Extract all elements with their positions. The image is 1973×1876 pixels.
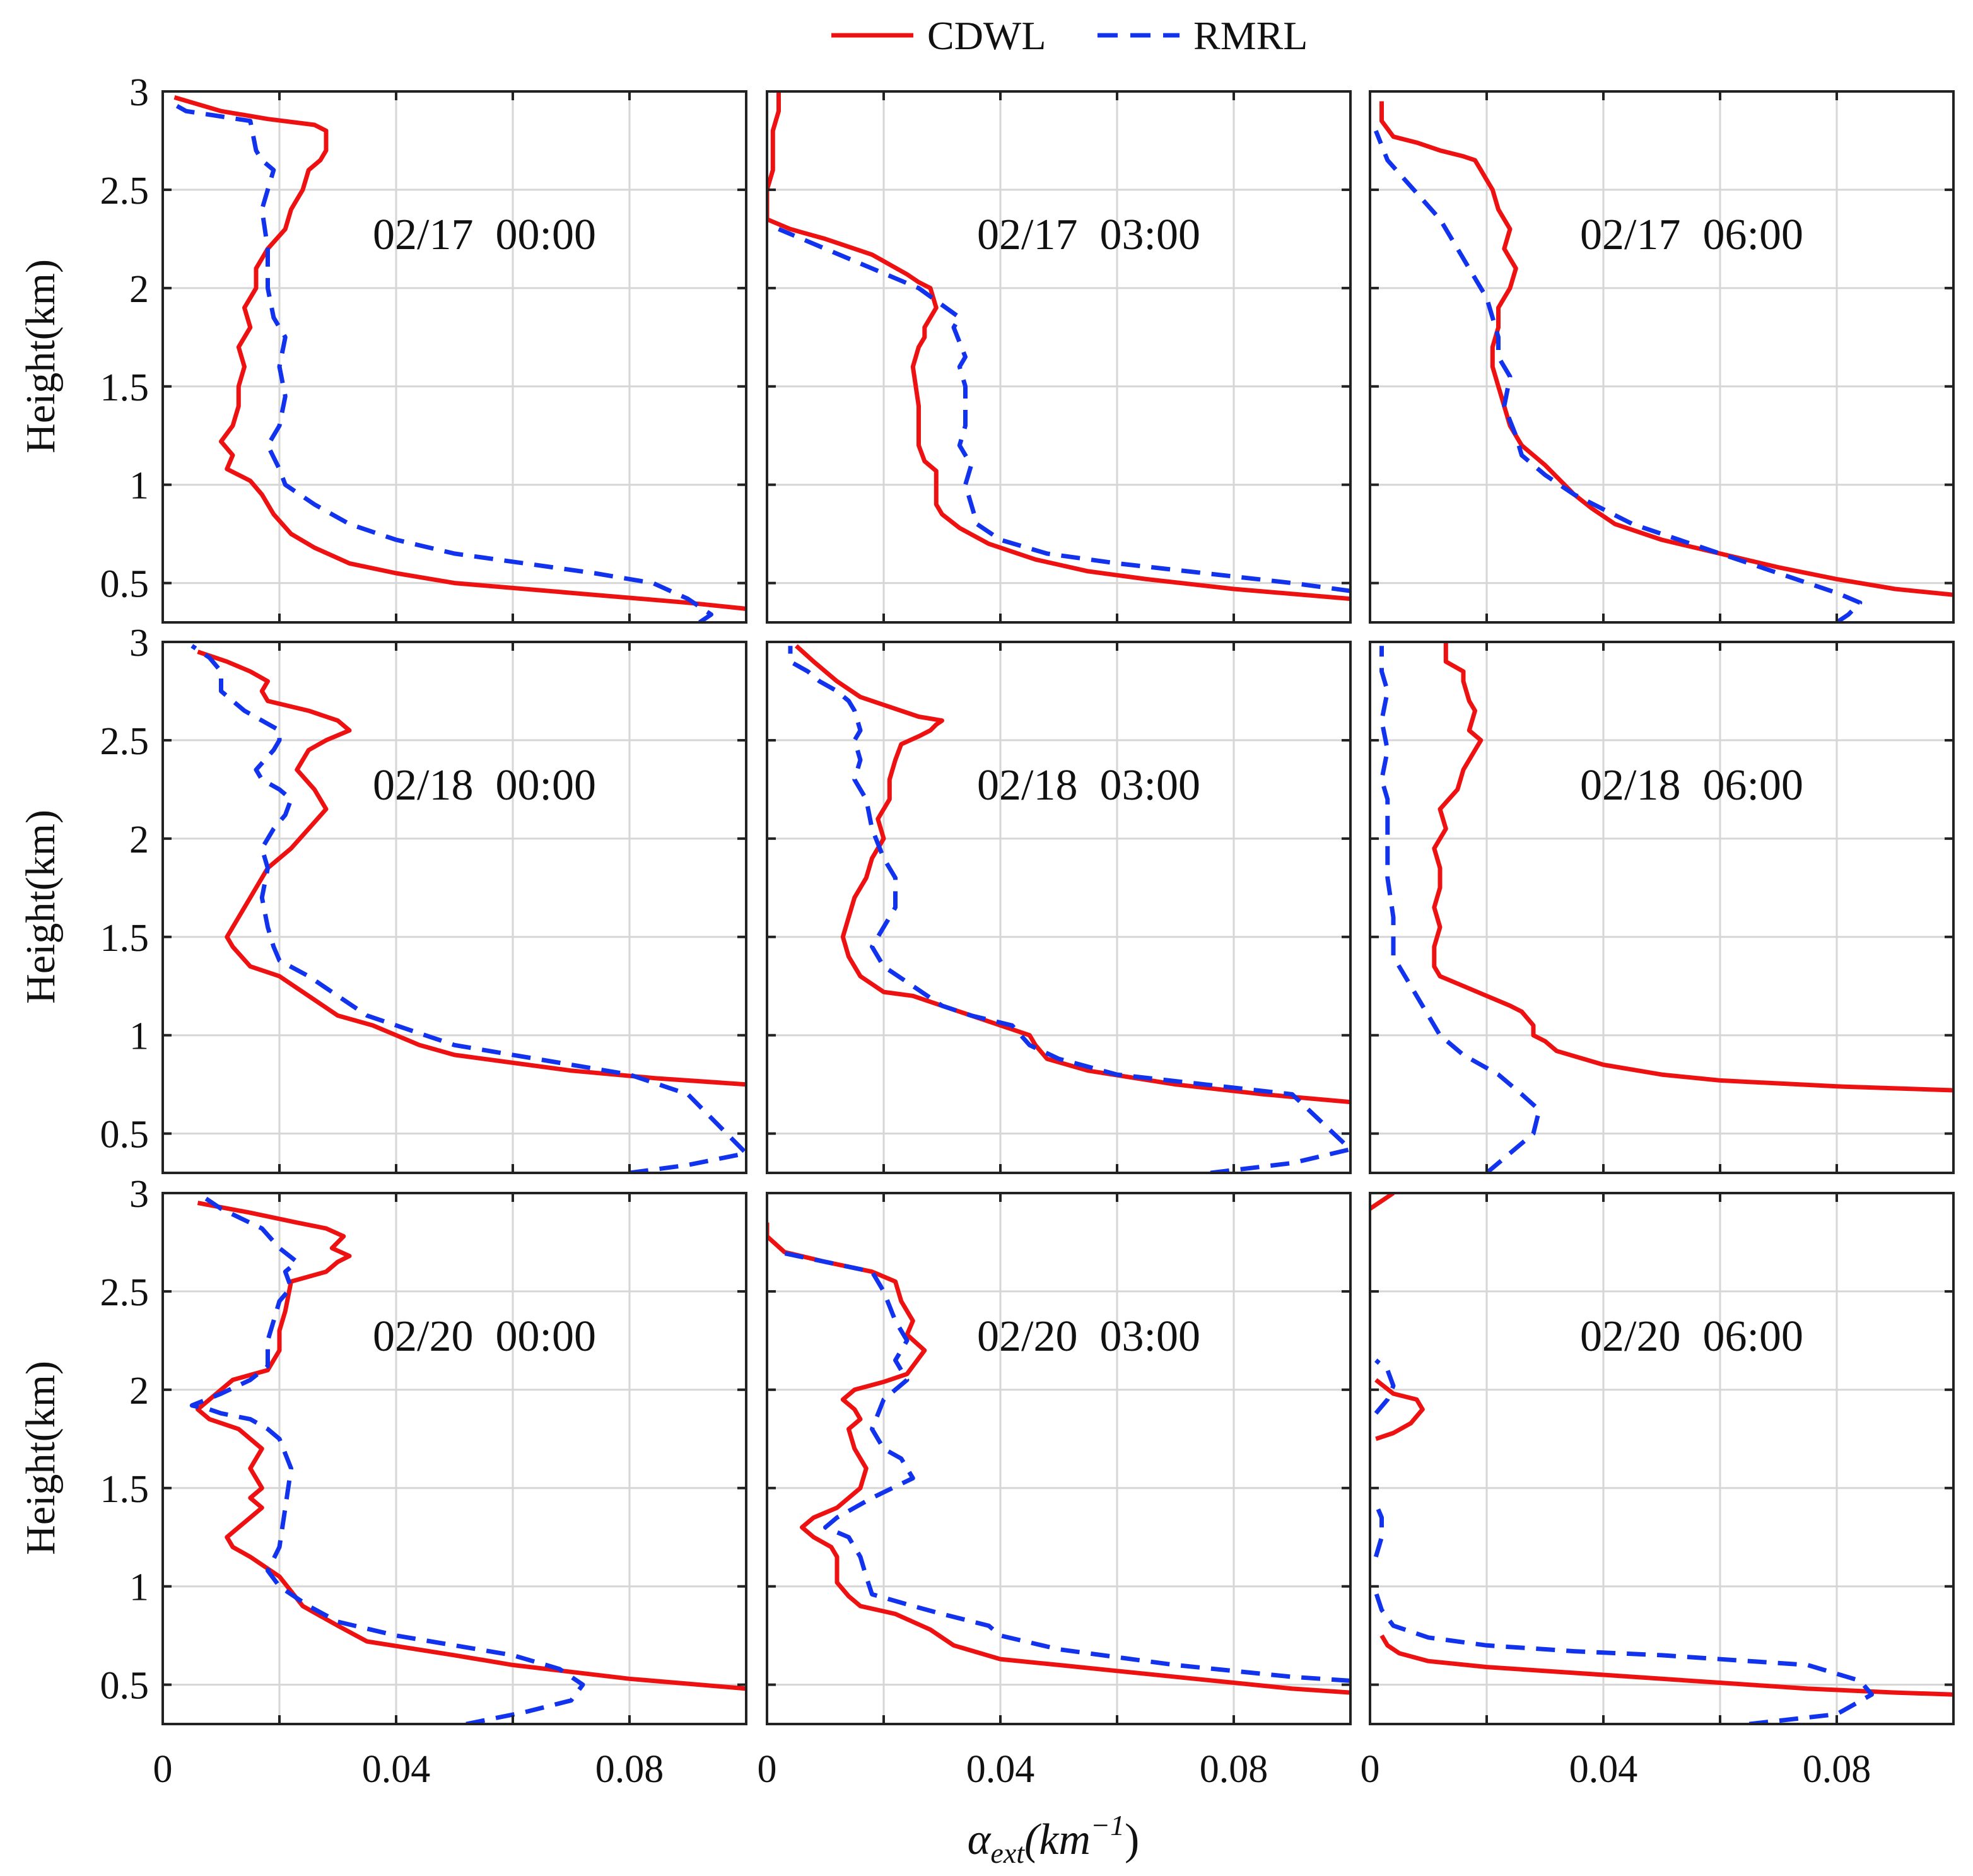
legend-rmrl-label: RMRL [1193, 13, 1308, 58]
xlabel: αext(km−1) [968, 1809, 1140, 1869]
series-cdwl [1379, 1634, 1953, 1697]
y-axis-labels: Height(km) Height(km) Height(km) [18, 259, 64, 1555]
axes-frame [161, 1192, 747, 1725]
series-cdwl [767, 1222, 1350, 1695]
y-tick-label: 2 [129, 819, 149, 861]
y-tick-label: 1 [129, 1566, 149, 1609]
panel-title: 02/18 03:00 [977, 761, 1200, 810]
axes-frame [766, 1192, 1352, 1725]
y-tick-label: 2.5 [100, 170, 149, 213]
panel-title: 02/20 03:00 [977, 1312, 1200, 1361]
y-tick-label: 0.5 [100, 563, 149, 606]
series-rmrl [1379, 646, 1542, 1173]
y-tick-label: 2 [129, 268, 149, 311]
panel-5: 02/18 03:00 [766, 641, 1352, 1174]
panel-title: 02/17 06:00 [1580, 211, 1803, 259]
y-tick-label: 2.5 [100, 720, 149, 763]
legend: CDWL RMRL [831, 13, 1308, 58]
ylabel-row-1: Height(km) [18, 259, 64, 453]
panel-1: 0.5 1 1.5 2 2.5 3 02/17 00:00 [100, 71, 747, 624]
series-rmrl [167, 99, 713, 622]
series-cdwl [767, 91, 1350, 602]
panel-title: 02/20 00:00 [373, 1312, 596, 1361]
x-tick-label: 0.04 [966, 1748, 1035, 1791]
y-tick-label: 1.5 [100, 366, 149, 409]
y-tick-label: 2 [129, 1370, 149, 1413]
y-tick-label: 3 [129, 622, 149, 665]
panel-title: 02/17 00:00 [373, 211, 596, 259]
series-rmrl [778, 1250, 1350, 1683]
y-tick-label: 1 [129, 1015, 149, 1058]
x-tick-label: 0.08 [595, 1748, 664, 1791]
x-tick-label: 0.04 [1569, 1748, 1638, 1791]
xlabel-symbol: α [968, 1815, 992, 1864]
series-cdwl [794, 644, 1350, 1105]
series-rmrl [1374, 1358, 1396, 1415]
panel-title: 02/17 03:00 [977, 211, 1200, 259]
series-cdwl [173, 95, 746, 611]
xlabel-units: (km [1024, 1815, 1091, 1864]
x-tick-label: 0.04 [362, 1748, 431, 1791]
x-tick-label: 0 [758, 1748, 777, 1791]
series-rmrl [788, 646, 1350, 1173]
y-tick-label: 0.5 [100, 1114, 149, 1156]
axes-frame [161, 641, 747, 1174]
y-tick-label: 1 [129, 465, 149, 508]
panel-2: 02/17 03:00 [766, 90, 1352, 624]
panel-6: 02/18 06:00 [1369, 641, 1955, 1174]
panel-4: 0.5 1 1.5 2 2.5 3 02/18 00:00 [100, 622, 747, 1174]
axes-frame [1369, 1192, 1955, 1725]
panel-title: 02/18 00:00 [373, 761, 596, 810]
xlabel-exp: −1 [1091, 1809, 1125, 1841]
series-cdwl [1374, 1378, 1425, 1442]
y-tick-label: 3 [129, 1173, 149, 1216]
axes-frame [766, 90, 1352, 624]
panel-7: 0.5 1 1.5 2 2.5 3 0 0.04 0.08 02/20 00:00 [100, 1173, 747, 1791]
x-tick-label: 0 [1361, 1748, 1380, 1791]
ylabel-row-3: Height(km) [18, 1361, 64, 1555]
y-tick-label: 1.5 [100, 917, 149, 960]
axes-frame [766, 641, 1352, 1174]
series-cdwl [1370, 1193, 1395, 1211]
x-tick-label: 0 [153, 1748, 173, 1791]
axes-frame [1369, 641, 1955, 1174]
y-tick-label: 0.5 [100, 1665, 149, 1708]
series-cdwl [1432, 642, 1953, 1093]
y-tick-label: 1.5 [100, 1468, 149, 1511]
xlabel-close: ) [1125, 1815, 1139, 1864]
x-tick-label: 0.08 [1803, 1748, 1871, 1791]
legend-cdwl-label: CDWL [927, 13, 1046, 58]
series-rmrl [1373, 1592, 1874, 1724]
series-cdwl [196, 1201, 746, 1691]
panel-title: 02/18 06:00 [1580, 761, 1803, 810]
panel-9: 0 0.04 0.08 02/20 06:00 [1361, 1192, 1955, 1791]
series-rmrl [189, 1193, 585, 1724]
axes-frame [161, 90, 747, 624]
ylabel-row-2: Height(km) [18, 810, 64, 1004]
y-tick-label: 2.5 [100, 1271, 149, 1314]
panel-3: 02/17 06:00 [1369, 90, 1955, 624]
panel-title: 02/20 06:00 [1580, 1312, 1803, 1361]
series-rmrl [1374, 130, 1863, 622]
y-tick-label: 3 [129, 71, 149, 114]
x-tick-label: 0.08 [1200, 1748, 1268, 1791]
xlabel-sub: ext [990, 1837, 1025, 1869]
axes-frame [1369, 90, 1955, 624]
series-cdwl [1379, 101, 1953, 597]
series-rmrl [1373, 1503, 1384, 1558]
series-rmrl [190, 644, 746, 1173]
panels: 0.5 1 1.5 2 2.5 3 02/17 00:00 02/17 03:00 02/17 … [100, 71, 1955, 1791]
panel-8: 0 0.04 0.08 02/20 03:00 [758, 1192, 1352, 1791]
